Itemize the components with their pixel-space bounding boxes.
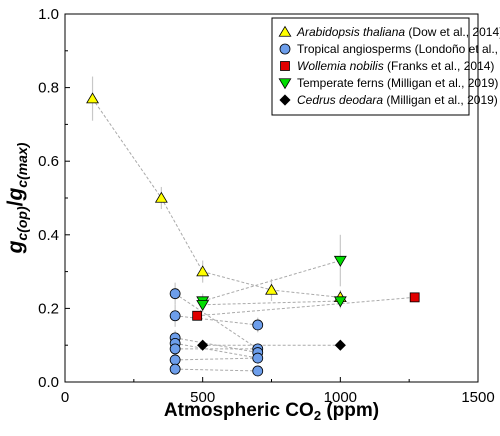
error-bars: [91, 76, 341, 375]
legend-marker: [278, 78, 292, 90]
connector-line: [175, 357, 258, 361]
data-point-circle: [252, 319, 264, 331]
data-point-triangle-down: [196, 300, 210, 312]
legend-entry-source: (Milligan et al., 2019): [383, 93, 498, 107]
connector-line: [160, 197, 204, 272]
data-point-triangle-up: [154, 191, 168, 203]
data-point-circle: [169, 310, 181, 322]
legend-entry-label: Arabidopsis thaliana (Dow et al., 2014): [296, 25, 500, 39]
data-point-diamond: [334, 339, 346, 351]
legend-marker: [279, 94, 291, 106]
x-axis-title-main: Atmospheric CO: [164, 400, 314, 421]
legend-box: [271, 17, 470, 116]
connector-line: [202, 300, 341, 306]
y-axis-title-slash: /: [4, 200, 27, 206]
y-tick-label: 0.0: [38, 374, 59, 391]
connector-line: [175, 368, 258, 372]
y-axis-title: gc(op)/gc(max): [4, 142, 30, 254]
data-point-triangle-up: [265, 283, 278, 295]
data-point-triangle-up: [196, 265, 210, 277]
connector-line: [174, 293, 259, 350]
legend-entry-species: Cedrus deodara: [297, 93, 383, 107]
legend-entry-label: Wollemia nobilis (Franks et al., 2014): [297, 59, 494, 73]
data-point-square: [409, 292, 420, 303]
connector-line: [197, 296, 415, 317]
data-point-triangle-up: [86, 92, 99, 104]
data-point-triangle-down: [333, 255, 347, 267]
legend-entry-source: (Franks et al., 2014): [384, 59, 495, 73]
legend: Arabidopsis thaliana (Dow et al., 2014) T…: [271, 17, 500, 116]
connector-line: [271, 289, 341, 298]
legend-entry-label: Cedrus deodara (Milligan et al., 2019): [297, 93, 498, 107]
legend-entry-source: (Dow et al., 2014): [405, 25, 500, 39]
y-axis-ticks: 0.0 0.2 0.4 0.6 0.8 1.0: [38, 6, 70, 391]
connector-line: [175, 342, 258, 359]
y-axis-title-sub2: c(max): [14, 142, 30, 187]
legend-marker: [278, 25, 292, 37]
legend-marker: [279, 43, 291, 55]
y-tick-label: 0.6: [38, 153, 59, 170]
connector-line: [175, 337, 258, 354]
data-point-circle: [169, 354, 181, 366]
data-points: [86, 92, 420, 377]
data-point-square: [192, 310, 203, 321]
x-axis-ticks: 0 500 1000 1500: [61, 377, 495, 406]
legend-entry-source: Tropical angiosperms (Londoño et al., 20…: [297, 42, 500, 56]
data-point-circle: [252, 352, 264, 364]
x-tick-label: 1500: [461, 389, 494, 406]
y-axis-title-sub1: c(op): [14, 206, 30, 241]
y-axis-title-g2: g: [4, 188, 27, 202]
data-point-circle: [169, 343, 181, 355]
data-point-circle: [169, 288, 181, 300]
legend-entry-label: Temperate ferns (Milligan et al., 2019): [297, 76, 498, 90]
connector-line: [175, 315, 258, 326]
y-tick-label: 0.8: [38, 80, 59, 97]
data-point-circle: [169, 363, 181, 375]
x-tick-label: 500: [190, 389, 215, 406]
connector-line: [202, 260, 341, 302]
connector-line: [92, 98, 162, 199]
x-axis-title-subscript: 2: [314, 408, 321, 423]
y-tick-label: 1.0: [38, 6, 59, 23]
x-axis-title: Atmospheric CO2 (ppm): [164, 400, 379, 423]
y-tick-label: 0.4: [38, 227, 59, 244]
y-axis-title-g1: g: [4, 240, 27, 254]
connector-line: [202, 271, 272, 291]
data-point-diamond: [197, 339, 209, 351]
x-tick-label: 1000: [324, 389, 357, 406]
legend-entry-source: Temperate ferns (Milligan et al., 2019): [297, 76, 498, 90]
legend-entry-species: Arabidopsis thaliana: [296, 25, 405, 39]
y-tick-label: 0.2: [38, 300, 59, 317]
x-tick-label: 0: [61, 389, 69, 406]
data-point-triangle-down: [333, 296, 347, 308]
legend-marker: [280, 61, 290, 71]
legend-entry-label: Tropical angiosperms (Londoño et al., 20…: [297, 42, 500, 56]
data-point-circle: [252, 365, 264, 377]
x-axis-title-tail: (ppm): [321, 400, 379, 421]
legend-entry-species: Wollemia nobilis: [297, 59, 384, 73]
connector-lines: [92, 98, 415, 372]
